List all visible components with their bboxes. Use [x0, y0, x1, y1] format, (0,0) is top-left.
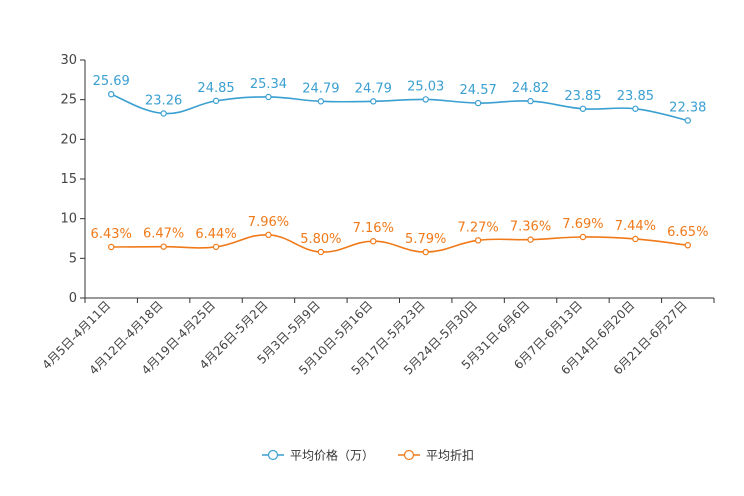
y-tick-label: 30: [60, 53, 77, 68]
legend-marker-icon: [267, 449, 279, 461]
data-point[interactable]: [422, 96, 429, 103]
data-label: 7.69%: [562, 217, 603, 232]
data-label: 24.79: [355, 81, 392, 96]
data-label: 24.57: [460, 83, 497, 98]
data-point[interactable]: [370, 237, 377, 245]
data-point[interactable]: [212, 97, 220, 105]
data-point[interactable]: [212, 243, 220, 251]
data-label: 5.80%: [300, 232, 341, 247]
data-point[interactable]: [108, 243, 115, 251]
data-label: 7.44%: [615, 219, 656, 234]
y-tick-label: 10: [60, 212, 77, 227]
y-tick-label: 20: [60, 132, 77, 147]
data-label: 22.38: [669, 100, 706, 115]
data-label: 24.79: [302, 81, 339, 96]
data-point[interactable]: [317, 98, 325, 105]
data-label: 25.03: [407, 79, 444, 94]
series-line: [110, 93, 688, 122]
data-point[interactable]: [527, 236, 534, 243]
data-point[interactable]: [474, 99, 482, 107]
y-tick-label: 0: [69, 291, 77, 306]
data-label: 25.34: [250, 77, 287, 92]
data-point[interactable]: [160, 110, 167, 117]
series-line: [111, 234, 688, 253]
data-point[interactable]: [632, 105, 639, 112]
y-tick-label: 15: [60, 172, 77, 187]
x-axis: 4月5日-4月11日4月12日-4月18日4月19日-4月25日4月26日-5月…: [39, 297, 715, 378]
data-point[interactable]: [108, 90, 115, 98]
data-label: 7.96%: [248, 215, 289, 230]
data-label: 24.82: [512, 81, 549, 96]
data-label: 6.44%: [195, 227, 236, 242]
data-point[interactable]: [422, 248, 429, 256]
legend-item-1[interactable]: 平均价格（万）: [262, 448, 374, 463]
legend-label: 平均价格（万）: [290, 448, 374, 463]
data-label: 25.69: [93, 74, 130, 89]
data-label: 23.26: [145, 93, 182, 108]
data-label: 7.27%: [457, 220, 498, 235]
series-1: 25.69 23.26 24.85 25.34 24.79 24.79 25.03 24.57…: [93, 74, 706, 124]
data-point[interactable]: [684, 117, 691, 124]
data-label: 24.85: [197, 81, 234, 96]
data-point[interactable]: [579, 105, 587, 112]
data-point[interactable]: [684, 242, 691, 249]
y-axis: 0 5 10 15 20 25 30: [60, 53, 86, 306]
y-tick-label: 5: [69, 251, 77, 266]
data-point[interactable]: [265, 231, 272, 239]
data-point[interactable]: [317, 248, 325, 256]
data-point[interactable]: [265, 93, 272, 101]
data-point[interactable]: [527, 97, 534, 105]
data-label: 5.79%: [405, 232, 446, 247]
legend-marker-icon: [403, 449, 415, 461]
data-label: 6.65%: [667, 225, 708, 240]
data-point[interactable]: [474, 237, 482, 244]
data-point[interactable]: [370, 98, 377, 105]
data-label: 7.16%: [353, 221, 394, 236]
series-2: 6.43% 6.47% 6.44% 7.96% 5.80% 7.16% 5.79% 7.27%…: [91, 215, 708, 256]
legend[interactable]: 平均价格（万） 平均折扣: [262, 448, 474, 463]
data-point[interactable]: [160, 243, 167, 250]
data-point[interactable]: [632, 235, 639, 243]
y-tick-label: 25: [60, 93, 77, 108]
data-label: 23.85: [617, 89, 654, 104]
legend-item-2[interactable]: 平均折扣: [398, 448, 474, 463]
plot-area: 25.69 23.26 24.85 25.34 24.79 24.79 25.03 24.57…: [91, 74, 708, 256]
data-label: 23.85: [564, 89, 601, 104]
data-label: 6.47%: [143, 227, 184, 242]
data-label: 7.36%: [510, 220, 551, 235]
data-point[interactable]: [579, 233, 587, 241]
data-label: 6.43%: [91, 227, 132, 242]
legend-label: 平均折扣: [426, 448, 474, 463]
